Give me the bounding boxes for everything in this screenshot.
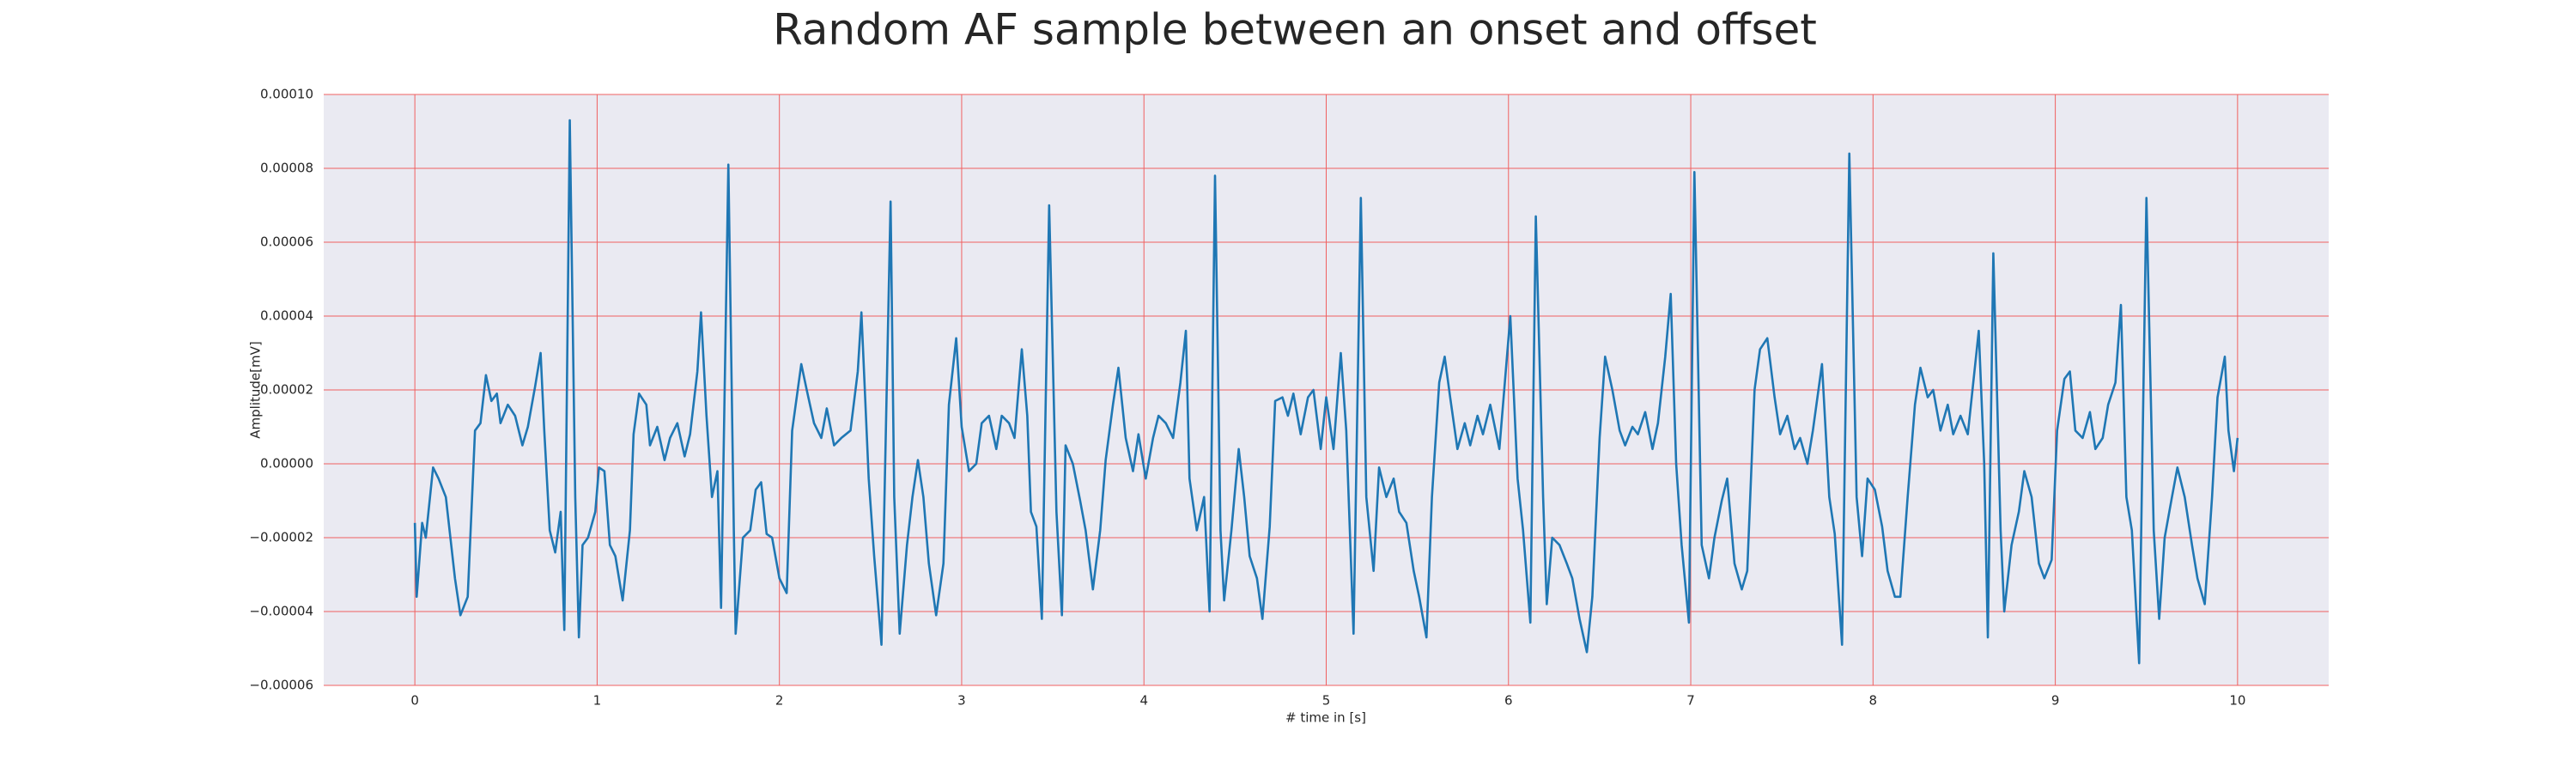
x-axis-label: # time in [s] bbox=[1285, 710, 1366, 726]
y-tick-label: 0.00006 bbox=[260, 234, 313, 250]
x-tick-label: 2 bbox=[775, 693, 784, 709]
x-tick-label: 1 bbox=[593, 693, 602, 709]
y-tick-label: −0.00006 bbox=[249, 678, 313, 693]
y-tick-label: −0.00004 bbox=[249, 604, 313, 619]
signal-line bbox=[413, 119, 2239, 665]
y-tick-label: −0.00002 bbox=[249, 530, 313, 545]
x-tick-label: 5 bbox=[1322, 693, 1331, 709]
x-tick-label: 9 bbox=[2051, 693, 2060, 709]
x-tick-label: 4 bbox=[1139, 693, 1148, 709]
x-tick-label: 0 bbox=[410, 693, 419, 709]
y-tick-label: 0.00010 bbox=[260, 87, 313, 102]
x-tick-label: 3 bbox=[957, 693, 966, 709]
x-tick-label: 8 bbox=[1869, 693, 1878, 709]
y-tick-label: 0.00004 bbox=[260, 308, 313, 324]
x-tick-label: 10 bbox=[2229, 693, 2245, 709]
y-axis-label: Amplitude[mV] bbox=[248, 341, 264, 438]
y-tick-label: 0.00002 bbox=[260, 382, 313, 398]
chart-title: Random AF sample between an onset and of… bbox=[773, 5, 1817, 55]
grid bbox=[324, 94, 2329, 686]
x-tick-label: 7 bbox=[1686, 693, 1695, 709]
y-tick-label: 0.00000 bbox=[260, 456, 313, 472]
x-tick-label: 6 bbox=[1504, 693, 1513, 709]
y-tick-label: 0.00008 bbox=[260, 161, 313, 176]
